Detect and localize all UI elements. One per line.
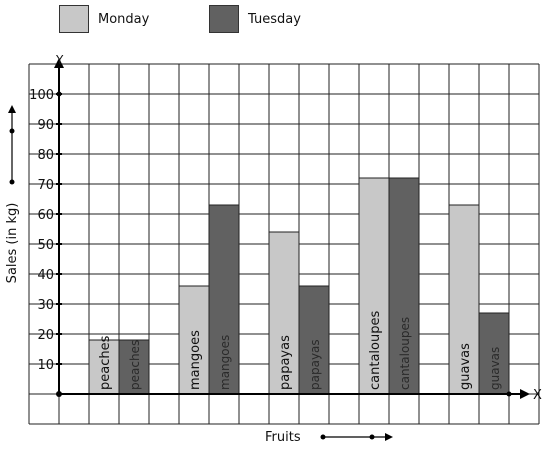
y-tick-label-50: 50 — [37, 238, 54, 253]
x-axis-letter: X — [533, 388, 542, 403]
y-axis-letter: Y — [55, 53, 64, 67]
y-axis-arrowhead — [54, 58, 64, 68]
x-title-arrow-dot-mid — [369, 434, 375, 440]
bar-label-mangoes-monday: mangoes — [188, 330, 203, 390]
y-tick-label-70: 70 — [37, 178, 54, 193]
bar-peaches-tuesday — [118, 339, 150, 395]
bar-guavas-monday — [448, 204, 480, 395]
legend-label-tuesday: Tuesday — [248, 11, 301, 27]
y-tick-label-10: 10 — [37, 358, 54, 373]
y-tick-label-40: 40 — [37, 268, 54, 283]
bar-label-guavas-tuesday: guavas — [488, 347, 502, 390]
bar-papayas-tuesday — [298, 285, 330, 395]
x-axis-arrowhead — [520, 389, 530, 399]
origin-dot — [56, 391, 62, 397]
x-title-arrowhead — [385, 433, 393, 441]
bar-label-peaches-monday: peaches — [98, 335, 113, 390]
y-title-arrow-dot-mid — [9, 128, 15, 134]
bar-peaches-monday — [88, 339, 120, 395]
x-axis-end-dot — [506, 391, 512, 397]
y-title-arrowhead — [8, 105, 16, 113]
bar-label-cantaloupes-monday: cantaloupes — [368, 311, 383, 390]
bar-label-mangoes-tuesday: mangoes — [218, 335, 232, 390]
legend-item-monday: Monday — [59, 4, 149, 34]
bar-label-guavas-monday: guavas — [458, 343, 473, 390]
y-axis-title: Sales (in kg) — [5, 203, 20, 284]
bar-guavas-tuesday — [478, 312, 510, 395]
legend-item-tuesday: Tuesday — [209, 4, 301, 34]
legend-swatch-tuesday — [209, 5, 239, 33]
y-tick-label-60: 60 — [37, 208, 54, 223]
y-axis-end-dot — [56, 91, 62, 97]
y-title-arrow-dot-start — [9, 179, 15, 185]
bar-mangoes-monday — [178, 285, 210, 395]
bar-label-papayas-monday: papayas — [278, 335, 293, 390]
legend-label-monday: Monday — [98, 11, 150, 27]
y-tick-label-100: 100 — [29, 88, 54, 103]
bar-label-peaches-tuesday: peaches — [128, 340, 142, 390]
x-axis-title: Fruits — [265, 430, 301, 445]
bar-label-papayas-tuesday: papayas — [308, 339, 322, 390]
bar-papayas-monday — [268, 231, 300, 395]
y-tick-label-90: 90 — [37, 118, 54, 133]
x-title-arrow-dot-start — [320, 434, 326, 440]
bar-cantaloupes-tuesday — [388, 177, 420, 395]
legend-swatch-monday — [59, 5, 89, 33]
bar-label-cantaloupes-tuesday: cantaloupes — [398, 317, 412, 390]
y-tick-label-30: 30 — [37, 298, 54, 313]
y-tick-label-20: 20 — [37, 328, 54, 343]
y-tick-label-80: 80 — [37, 148, 54, 163]
